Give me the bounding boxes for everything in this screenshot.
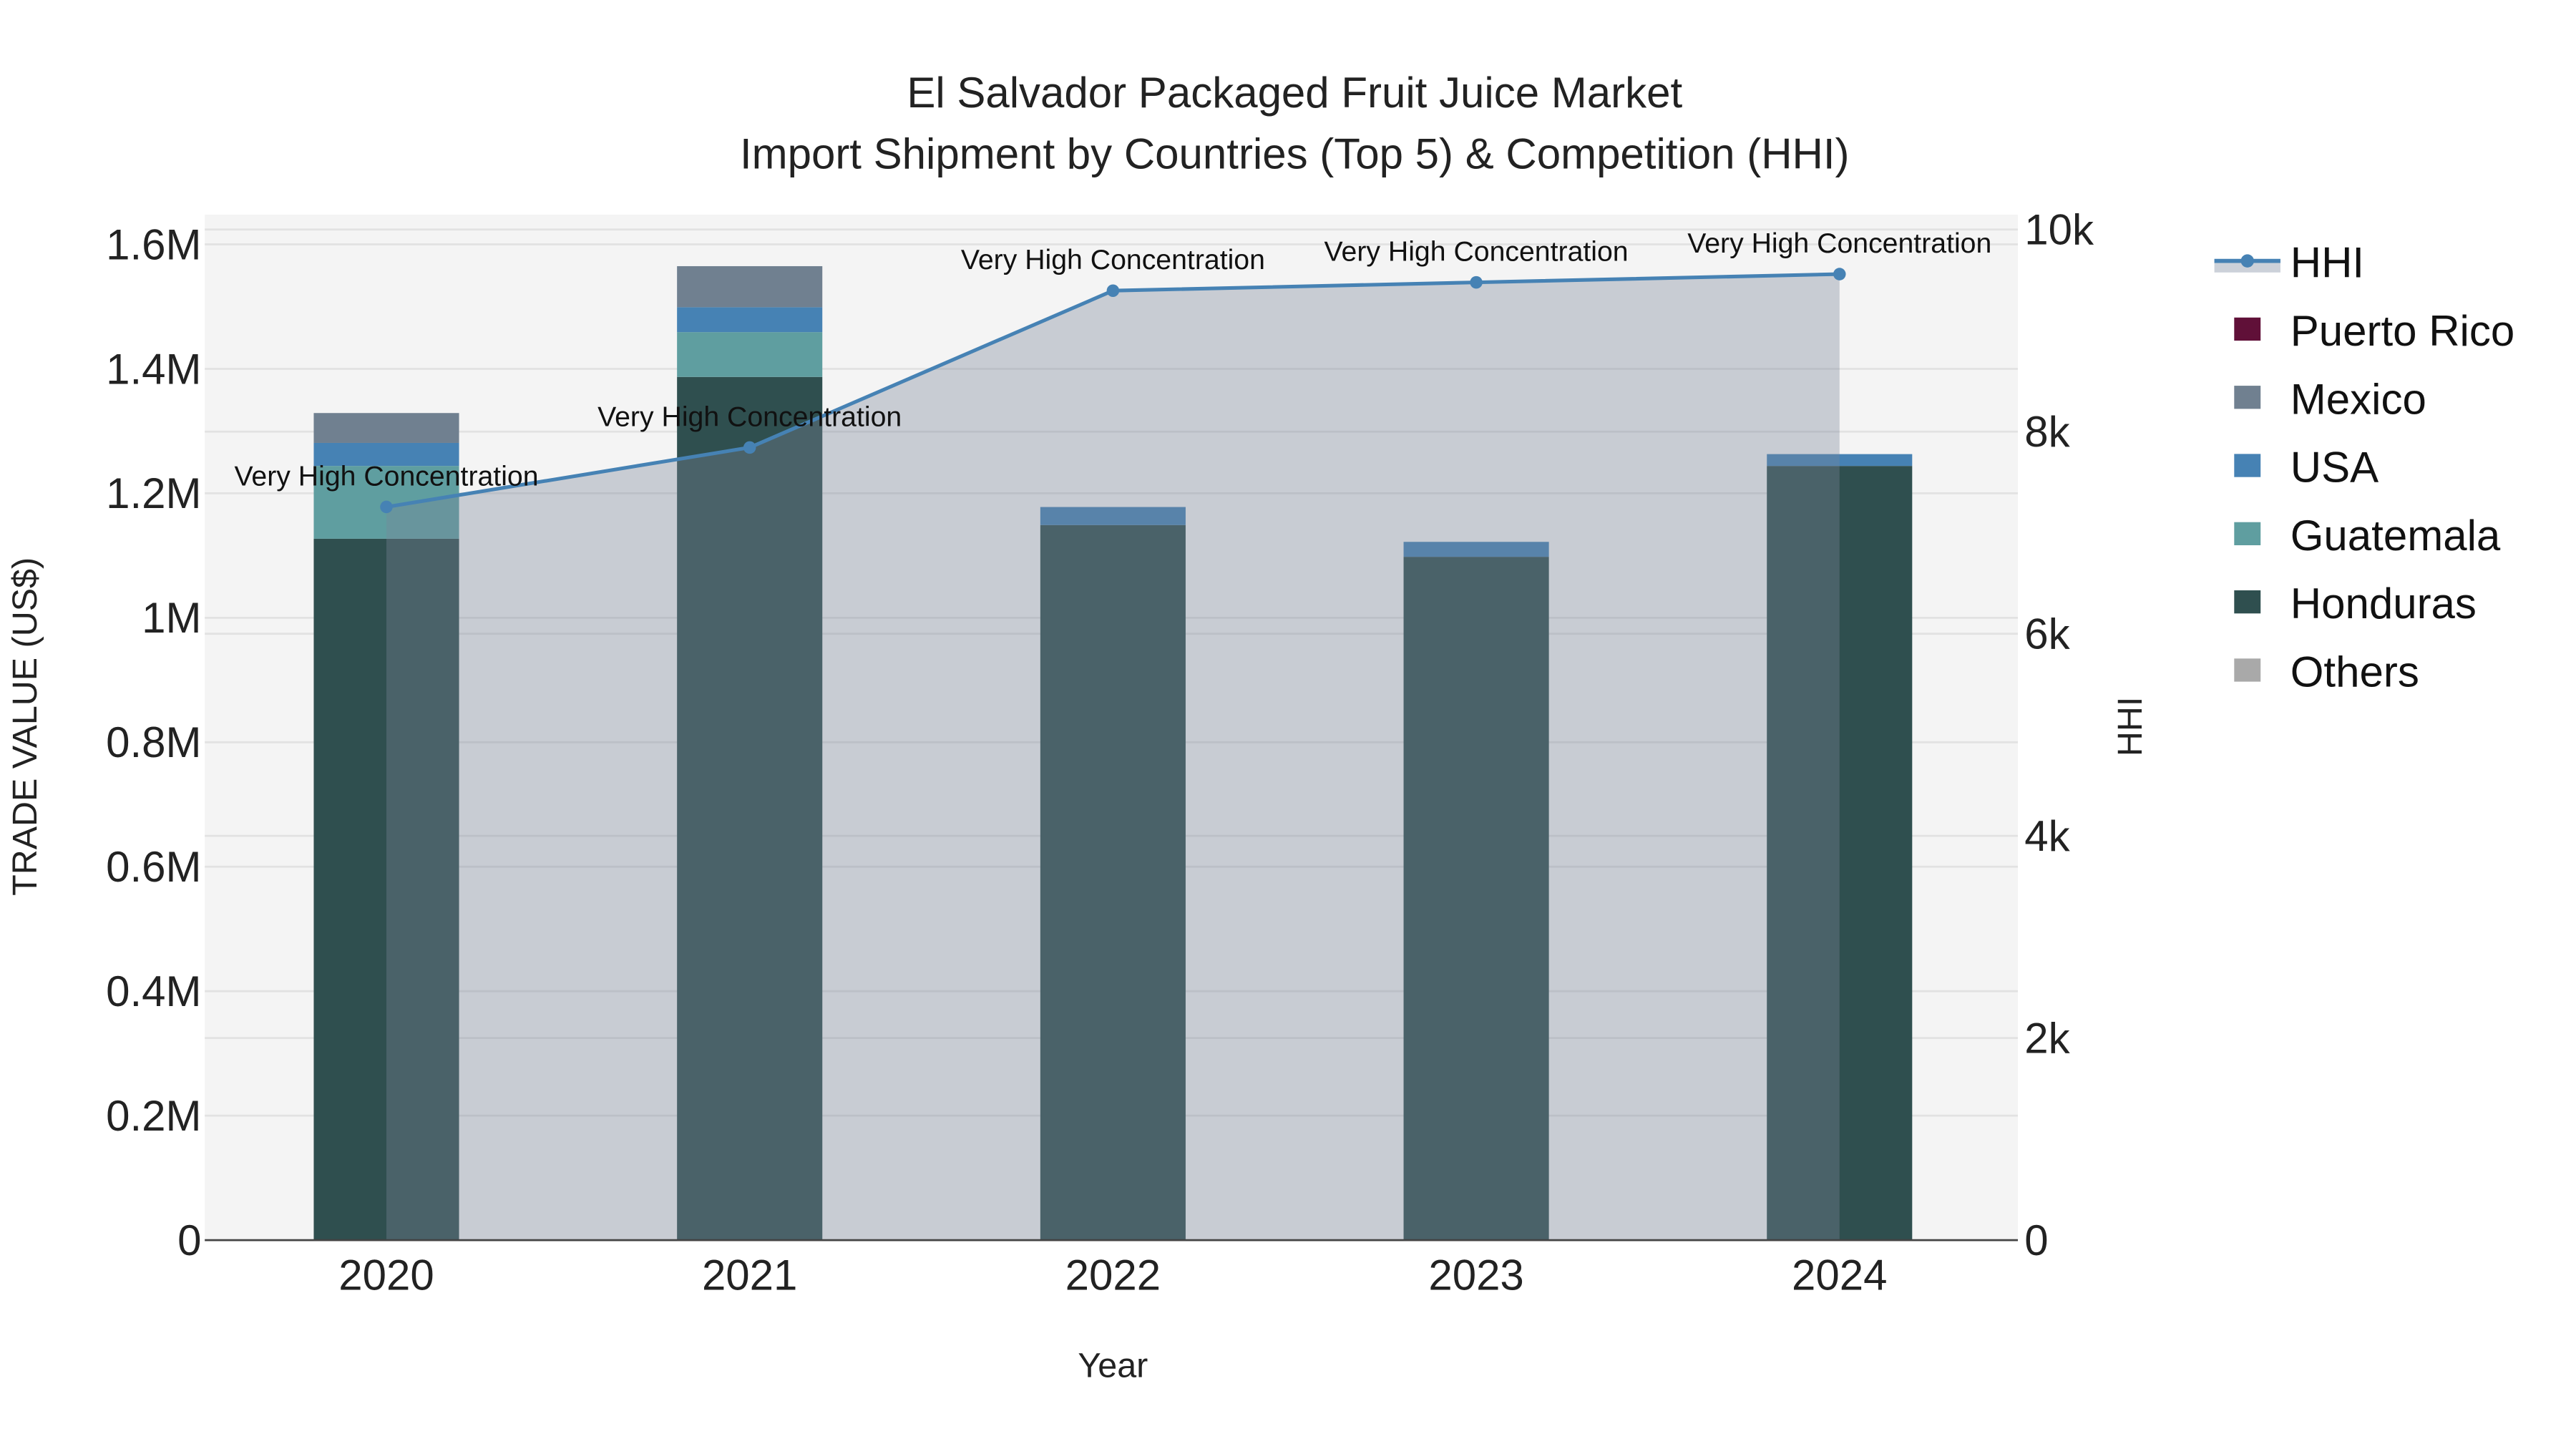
- bar-usa-2020: [313, 442, 459, 467]
- legend-label: Mexico: [2290, 375, 2426, 423]
- y2-tick-label: 8k: [2024, 408, 2070, 456]
- bar-guatemala-2021: [677, 332, 823, 377]
- y-tick-label: 0: [177, 1216, 201, 1264]
- legend-swatch: [2234, 658, 2261, 682]
- bar-honduras-2023: [1403, 557, 1549, 1241]
- bar-usa-2021: [677, 307, 823, 333]
- y-tick-label: 0.8M: [106, 718, 201, 766]
- bar-usa-2022: [1040, 507, 1186, 525]
- legend-swatch: [2234, 317, 2261, 341]
- bar-usa-2024: [1767, 454, 1913, 467]
- legend-label: USA: [2290, 444, 2379, 492]
- hhi-point-2021: [743, 441, 756, 454]
- y2-tick-label: 0: [2024, 1216, 2048, 1264]
- legend-item-usa[interactable]: USA: [2234, 444, 2379, 492]
- legend-item-hhi[interactable]: HHI: [2214, 239, 2364, 287]
- legend-item-guatemala[interactable]: Guatemala: [2234, 512, 2501, 560]
- bar-mexico-2020: [313, 413, 459, 443]
- legend-label: HHI: [2290, 239, 2364, 287]
- legend-swatch: [2234, 454, 2261, 477]
- bar-usa-2023: [1403, 542, 1549, 557]
- legend-item-others[interactable]: Others: [2234, 648, 2419, 696]
- y2-axis-title: HHI: [2111, 697, 2150, 756]
- chart-title-line1: El Salvador Packaged Fruit Juice Market: [907, 69, 1682, 117]
- legend-item-mexico[interactable]: Mexico: [2234, 375, 2426, 423]
- y2-tick-label: 10k: [2024, 206, 2094, 254]
- legend-swatch: [2234, 522, 2261, 545]
- hhi-annotation: Very High Concentration: [234, 460, 538, 492]
- legend-hhi-marker: [2240, 254, 2254, 268]
- bar-honduras-2020: [313, 538, 459, 1241]
- x-tick-label: 2024: [1792, 1251, 1887, 1299]
- x-axis-ticks: 2020 2021 2022 2023 2024: [338, 1251, 1887, 1299]
- hhi-point-2024: [1833, 268, 1846, 280]
- y-axis-ticks: 0 0.2M 0.4M 0.6M 0.8M 1M 1.2M 1.4M 1.6M: [106, 220, 201, 1264]
- hhi-annotation: Very High Concentration: [961, 244, 1265, 275]
- hhi-annotation: Very High Concentration: [1687, 228, 1991, 259]
- x-tick-label: 2023: [1428, 1251, 1523, 1299]
- x-tick-label: 2022: [1065, 1251, 1161, 1299]
- y-tick-label: 1.4M: [106, 345, 201, 393]
- y-tick-label: 0.2M: [106, 1092, 201, 1140]
- legend: HHI Puerto Rico Mexico USA Guatemala Honduras…: [2214, 239, 2514, 696]
- y-tick-label: 0.4M: [106, 967, 201, 1015]
- bar-honduras-2024: [1767, 466, 1913, 1241]
- y2-axis-ticks: 0 2k 4k 6k 8k 10k: [2024, 206, 2094, 1264]
- legend-label: Guatemala: [2290, 512, 2501, 560]
- legend-item-honduras[interactable]: Honduras: [2234, 580, 2477, 628]
- hhi-annotation: Very High Concentration: [1324, 236, 1629, 268]
- y-axis-title: TRADE VALUE (US$): [6, 557, 44, 896]
- y-tick-label: 1M: [142, 594, 201, 642]
- legend-label: Honduras: [2290, 580, 2477, 628]
- hhi-annotation: Very High Concentration: [597, 401, 902, 432]
- y2-tick-label: 4k: [2024, 812, 2070, 860]
- bar-mexico-2021: [677, 265, 823, 308]
- legend-item-puerto-rico[interactable]: Puerto Rico: [2234, 307, 2514, 355]
- y-tick-label: 1.2M: [106, 469, 201, 517]
- hhi-area: [386, 274, 1840, 1241]
- x-tick-label: 2021: [702, 1251, 797, 1299]
- bar-honduras-2021: [677, 376, 823, 1241]
- bar-honduras-2022: [1040, 525, 1186, 1241]
- legend-label: Puerto Rico: [2290, 307, 2514, 355]
- y2-tick-label: 6k: [2024, 610, 2070, 658]
- legend-swatch: [2234, 590, 2261, 614]
- hhi-series: Very High Concentration Very High Concent…: [234, 228, 1991, 1241]
- x-tick-label: 2020: [338, 1251, 434, 1299]
- y-tick-label: 1.6M: [106, 220, 201, 268]
- x-axis-title: Year: [1078, 1347, 1148, 1385]
- legend-label: Others: [2290, 648, 2419, 696]
- legend-swatch: [2234, 386, 2261, 409]
- y2-tick-label: 2k: [2024, 1014, 2070, 1062]
- hhi-point-2022: [1106, 284, 1120, 297]
- hhi-point-2020: [380, 500, 393, 514]
- hhi-point-2023: [1470, 275, 1483, 289]
- bars: [313, 265, 1913, 1241]
- chart-title-line2: Import Shipment by Countries (Top 5) & C…: [740, 130, 1850, 177]
- y-tick-label: 0.6M: [106, 843, 201, 891]
